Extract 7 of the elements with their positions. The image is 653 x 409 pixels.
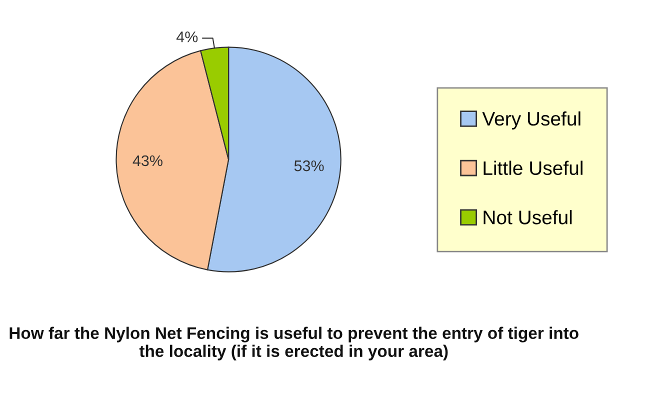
legend-label: Very Useful <box>482 111 580 130</box>
legend-label: Not Useful <box>484 210 572 224</box>
data-label: 53% <box>294 160 324 172</box>
data-label: 43% <box>132 155 162 166</box>
legend-label: Little Useful <box>484 160 582 176</box>
text: How far the Nylon Net Fencing is useful to prevent the entry of tiger into the locality (if it is erected in your area) <box>10 326 578 360</box>
data-label: 4% <box>176 32 198 42</box>
